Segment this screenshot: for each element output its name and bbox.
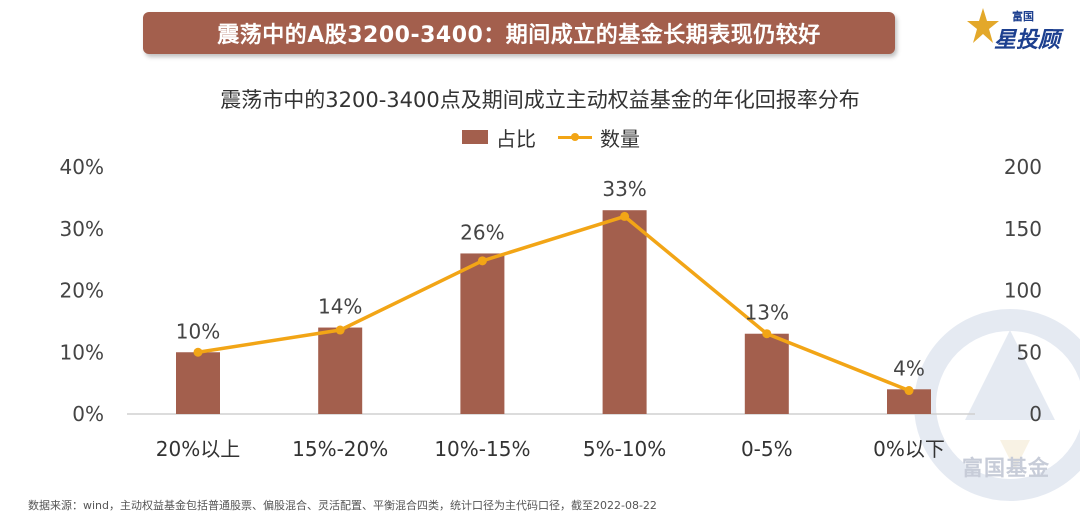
watermark-text: 富国基金 — [962, 456, 1050, 480]
legend-item-line: 数量 — [558, 123, 640, 152]
bar — [460, 253, 505, 414]
y-right-tick-label: 50 — [1017, 340, 1042, 364]
bar — [318, 327, 363, 414]
bar — [744, 333, 789, 414]
line-point — [477, 256, 487, 266]
y-left-tick-label: 10% — [60, 340, 104, 364]
y-right-tick-label: 200 — [1004, 155, 1042, 179]
legend-label-bar: 占比 — [496, 126, 536, 151]
legend: 占比 数量 — [462, 122, 662, 152]
x-tick-label: 0-5% — [741, 437, 793, 461]
line-point — [762, 329, 772, 339]
brand-logo: 富国 星投顾 — [966, 4, 1076, 54]
bar — [176, 352, 220, 414]
x-tick-label: 15%-20% — [292, 437, 388, 461]
logo-top-text: 富国 — [1012, 10, 1034, 23]
x-tick-label: 20%以上 — [156, 437, 240, 461]
logo-main-text: 星投顾 — [994, 28, 1061, 53]
data-label: 10% — [176, 319, 220, 343]
y-left-tick-label: 30% — [60, 217, 104, 241]
y-right-tick-label: 0 — [1029, 402, 1042, 426]
star-icon — [967, 8, 999, 43]
line-point — [620, 211, 630, 221]
legend-swatch-bar — [462, 130, 488, 144]
legend-label-line: 数量 — [600, 126, 640, 151]
x-tick-label: 0%以下 — [873, 437, 945, 461]
banner-title: 震荡中的A股3200-3400：期间成立的基金长期表现仍较好 — [143, 12, 895, 54]
data-label: 33% — [602, 177, 646, 201]
source-note: 数据来源：wind，主动权益基金包括普通股票、偏股混合、灵活配置、平衡混合四类，… — [28, 499, 657, 512]
legend-item-bar: 占比 — [462, 123, 536, 152]
chart-title: 震荡市中的3200-3400点及期间成立主动权益基金的年化回报率分布 — [220, 88, 860, 112]
line-series-quantity — [197, 214, 910, 393]
y-left-tick-label: 20% — [60, 279, 104, 303]
legend-swatch-line — [558, 130, 592, 144]
data-label: 14% — [318, 295, 362, 319]
line-point — [193, 347, 203, 357]
y-left-tick-label: 0% — [72, 402, 104, 426]
data-label: 4% — [893, 356, 925, 380]
bar — [602, 210, 647, 414]
line-point — [904, 386, 914, 396]
y-left-tick-label: 40% — [60, 155, 104, 179]
x-tick-label: 10%-15% — [434, 437, 530, 461]
data-label: 26% — [460, 220, 504, 244]
y-right-tick-label: 150 — [1004, 217, 1042, 241]
y-right-tick-label: 100 — [1004, 279, 1042, 303]
x-tick-label: 5%-10% — [583, 437, 666, 461]
line-point — [335, 325, 345, 335]
data-label: 13% — [745, 301, 789, 325]
